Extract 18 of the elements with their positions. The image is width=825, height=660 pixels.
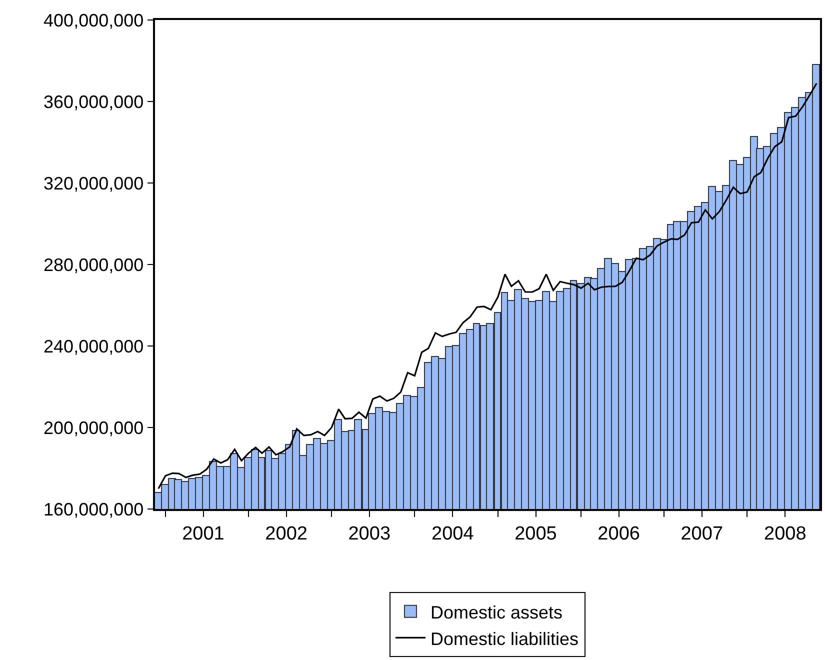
y-tick-label: 240,000,000 [44,336,144,356]
x-tick-label: 2007 [680,524,724,545]
y-tick-label: 200,000,000 [44,418,144,438]
x-tick-label: 2005 [514,524,557,545]
x-tick-label: 2003 [348,524,391,545]
x-tick-label: 2001 [182,524,224,545]
x-tick-label: 2008 [764,524,806,545]
y-tick-label: 360,000,000 [44,92,144,112]
x-tick-label: 2002 [265,524,308,545]
line-series [158,82,818,490]
x-tick-label: 2006 [598,524,640,545]
legend-label: Domestic assets [430,602,563,622]
y-tick-label: 320,000,000 [44,173,144,194]
legend-label: Domestic liabilities [430,628,579,649]
y-tick-label: 400,000,000 [44,10,144,30]
y-tick-label: 160,000,000 [44,499,144,520]
x-tick-label: 2004 [432,524,474,545]
y-tick-label: 280,000,000 [44,254,144,275]
